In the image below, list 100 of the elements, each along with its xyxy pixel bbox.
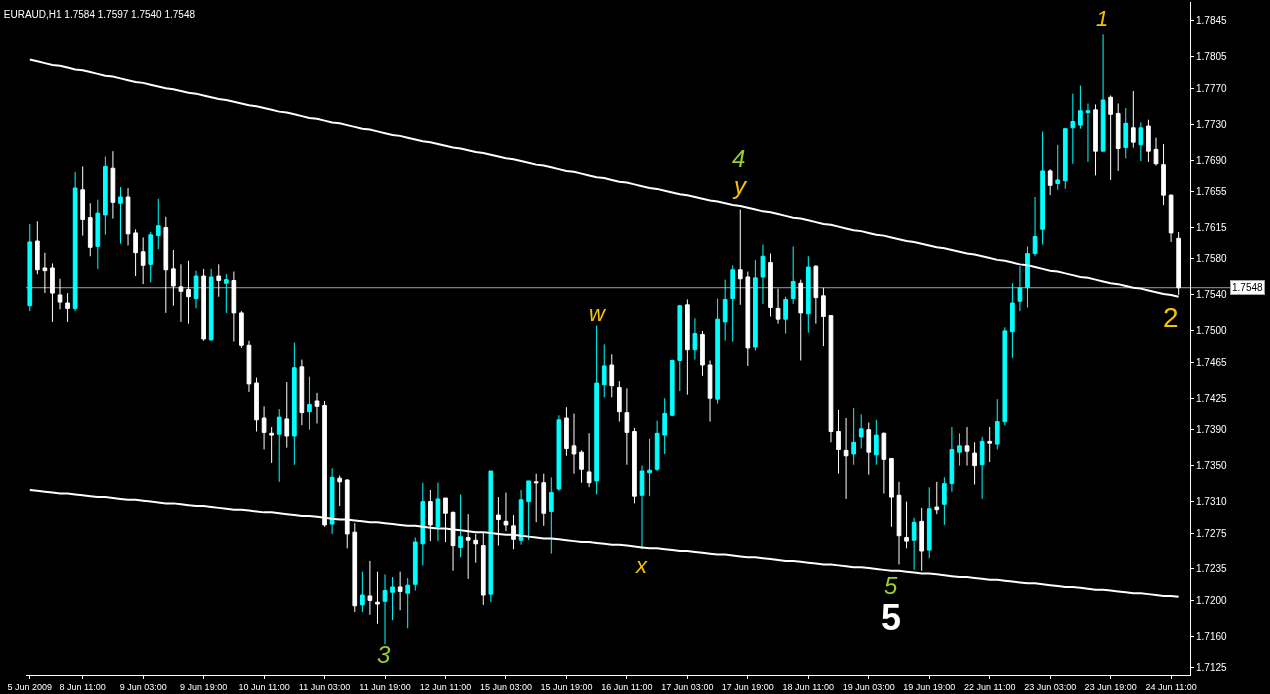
y-tick-label: 1.7200 xyxy=(1196,594,1228,606)
y-tick-label: 1.7310 xyxy=(1196,496,1228,508)
candlestick xyxy=(579,449,584,484)
y-tick-label: 1.7730 xyxy=(1196,118,1228,130)
candlestick xyxy=(851,407,856,466)
candlestick xyxy=(609,353,615,398)
candlestick xyxy=(110,150,116,220)
candlestick xyxy=(1070,93,1076,165)
candlestick xyxy=(193,270,199,309)
x-tick-label: 19 Jun 19:00 xyxy=(903,681,956,692)
x-tick-label: 23 Jun 19:00 xyxy=(1084,681,1137,692)
candlestick xyxy=(942,476,947,526)
candlestick xyxy=(805,255,811,334)
x-tick-label: 24 Jun 11:00 xyxy=(1145,681,1197,692)
candlestick xyxy=(994,398,1000,450)
y-tick-label: 1.7690 xyxy=(1196,154,1228,166)
candlestick xyxy=(118,186,123,245)
candlestick xyxy=(564,406,569,457)
candlestick xyxy=(291,342,297,466)
candlestick xyxy=(790,245,796,305)
candlestick xyxy=(722,279,728,342)
candlestick xyxy=(647,438,652,497)
candlestick xyxy=(443,497,448,543)
candlestick xyxy=(148,231,154,283)
annotation: y xyxy=(732,172,748,199)
candlestick xyxy=(1062,127,1068,190)
annotation: 2 xyxy=(1163,302,1179,333)
x-tick-label: 11 Jun 19:00 xyxy=(359,681,411,692)
candlestick xyxy=(1032,196,1038,257)
annotation: 5 xyxy=(884,572,898,599)
candlestick xyxy=(949,426,955,493)
candlestick xyxy=(50,262,55,323)
candlestick xyxy=(526,480,531,541)
candlestick xyxy=(624,387,630,466)
candlestick xyxy=(80,165,86,237)
candlestick xyxy=(511,514,516,550)
y-tick-label: 1.7805 xyxy=(1196,51,1228,63)
candlestick xyxy=(208,268,214,342)
candlestick xyxy=(178,263,184,323)
candlestick xyxy=(1123,107,1129,159)
candlestick xyxy=(352,522,358,613)
candlestick xyxy=(654,420,660,472)
candlestick xyxy=(964,426,970,467)
y-tick-label: 1.7615 xyxy=(1196,222,1228,234)
candlestick xyxy=(375,571,380,625)
y-tick-label: 1.7160 xyxy=(1196,630,1228,642)
candlestick xyxy=(858,413,864,450)
candlestick xyxy=(435,482,441,542)
candlestick xyxy=(1055,144,1061,191)
x-tick-label: 22 Jun 11:00 xyxy=(964,681,1016,692)
candlestick xyxy=(594,324,600,495)
candlestick xyxy=(987,426,993,463)
candlestick xyxy=(1168,193,1174,243)
candlestick xyxy=(760,244,766,305)
candlestick xyxy=(1047,168,1053,196)
candlestick xyxy=(783,296,788,335)
candlestick xyxy=(314,392,320,424)
candlestick xyxy=(1100,33,1106,152)
candlestick xyxy=(518,489,524,546)
candlestick xyxy=(420,482,426,566)
candlestick xyxy=(133,228,138,277)
annotation: 3 xyxy=(377,641,391,668)
candlestick xyxy=(405,577,411,629)
candlestick xyxy=(1017,265,1023,312)
candlestick xyxy=(307,376,312,431)
candlestick xyxy=(813,264,819,325)
line-series xyxy=(28,58,1180,298)
candlestick xyxy=(163,216,169,314)
candlestick xyxy=(367,560,373,616)
y-tick-label: 1.7655 xyxy=(1196,186,1228,198)
candlestick xyxy=(155,198,161,250)
candlestick xyxy=(753,259,758,352)
candlestick xyxy=(1010,282,1015,359)
candlestick xyxy=(27,223,33,312)
candlestick xyxy=(571,413,577,475)
candlestick xyxy=(873,419,879,466)
candlestick xyxy=(1093,103,1098,176)
x-tick-label: 8 Jun 11:00 xyxy=(59,681,106,692)
candlestick xyxy=(972,441,977,486)
candlestick xyxy=(254,377,259,432)
text: EURAUD,H1 1.7584 1.7597 1.7540 1.7548 xyxy=(3,9,196,21)
candlestick xyxy=(57,278,63,310)
candlestick xyxy=(737,209,743,306)
candlestick xyxy=(1025,245,1030,308)
y-tick-label: 1.7425 xyxy=(1196,392,1228,404)
candlestick xyxy=(201,268,206,342)
x-tick-label: 19 Jun 03:00 xyxy=(842,681,895,692)
candlestick xyxy=(269,426,274,464)
x-tick-label: 23 Jun 03:00 xyxy=(1024,681,1077,692)
candlestick xyxy=(662,397,668,455)
x-tick-label: 17 Jun 03:00 xyxy=(661,681,714,692)
x-tick-label: 11 Jun 03:00 xyxy=(298,681,351,692)
candlestick xyxy=(616,380,622,423)
candlestick xyxy=(957,432,962,467)
candlestick xyxy=(223,273,229,314)
candlestick xyxy=(1078,85,1083,130)
candlestick xyxy=(866,422,872,476)
candlestick xyxy=(896,481,902,565)
candlestick xyxy=(329,467,335,535)
candlestick xyxy=(541,473,547,527)
